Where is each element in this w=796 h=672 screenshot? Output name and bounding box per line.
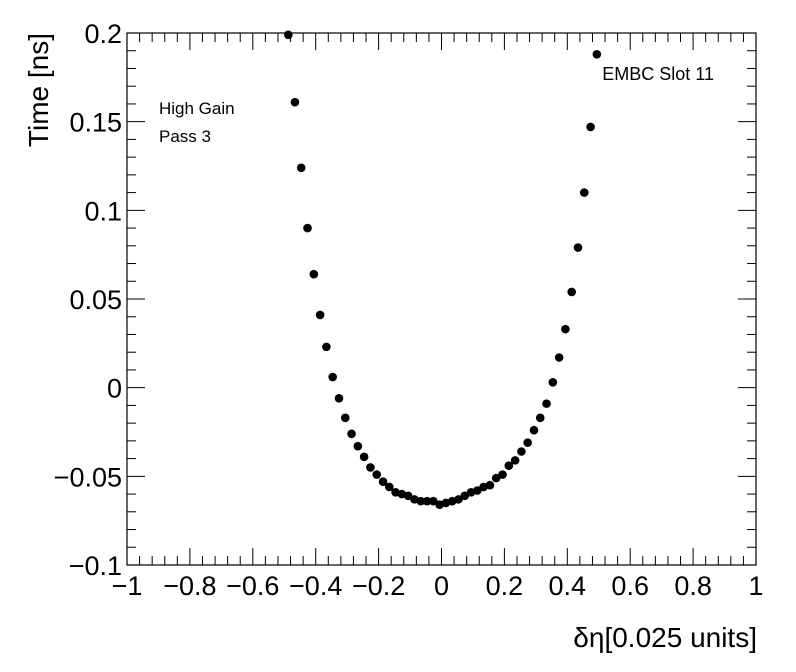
data-point	[296, 163, 306, 173]
y-tick-labels: −0.1 −0.05 0 0.05 0.1 0.15 0.2	[54, 19, 122, 581]
data-point	[561, 324, 570, 334]
data-point	[586, 122, 595, 132]
data-point	[504, 461, 514, 470]
data-point	[328, 372, 337, 382]
data-point	[378, 477, 388, 486]
data-point	[523, 438, 532, 447]
x-tick-label: −0.8	[163, 571, 216, 601]
x-tick-label: −0.2	[352, 571, 405, 601]
data-point	[384, 482, 394, 492]
x-axis-title: δη[0.025 units]	[573, 622, 757, 653]
data-point	[347, 429, 356, 439]
x-tick-label: 0.2	[486, 571, 524, 601]
data-point	[535, 413, 545, 423]
data-point	[403, 491, 413, 501]
y-axis-title: Time [ns]	[23, 33, 54, 147]
x-tick-labels: −1 −0.8 −0.6 −0.4 −0.2 0 0.2 0.4 0.6 0.8 1	[112, 571, 764, 601]
data-point	[303, 223, 312, 233]
x-tick-label: −0.6	[226, 571, 279, 601]
data-point	[372, 470, 382, 479]
data-point	[567, 287, 577, 297]
y-tick-label: 0.1	[84, 196, 122, 226]
data-point	[309, 269, 319, 279]
data-point	[592, 49, 602, 59]
y-tick-label: 0.05	[69, 285, 122, 315]
data-point	[422, 496, 432, 506]
plot-frame	[126, 32, 757, 566]
data-point	[554, 353, 564, 362]
y-tick-label: 0.2	[84, 19, 122, 49]
data-point	[510, 456, 520, 465]
annotation-pass: Pass 3	[159, 127, 211, 146]
data-point	[290, 97, 300, 107]
x-tick-label: 0	[434, 571, 449, 601]
x-tick-label: 0.8	[674, 571, 712, 601]
annotation-gain: High Gain	[159, 99, 235, 118]
data-point	[359, 452, 369, 462]
data-point	[353, 441, 363, 451]
x-tick-label: 0.6	[611, 571, 649, 601]
data-point	[460, 491, 470, 501]
data-point	[429, 496, 438, 506]
data-point	[454, 495, 463, 504]
data-point	[485, 480, 495, 490]
data-point	[542, 399, 551, 408]
data-point	[284, 30, 293, 40]
data-point	[579, 188, 589, 197]
data-point	[491, 473, 501, 483]
y-tick-label: 0	[107, 374, 122, 404]
data-point	[498, 470, 507, 479]
y-tick-label: −0.05	[54, 462, 122, 492]
x-tick-label: 0.4	[549, 571, 587, 601]
data-point	[473, 486, 482, 495]
x-tick-label: −1	[112, 571, 143, 601]
data-point	[529, 425, 539, 435]
data-points	[284, 30, 602, 510]
data-point	[573, 243, 583, 252]
data-point	[517, 447, 526, 456]
y-tick-label: 0.15	[69, 108, 122, 138]
y-tick-label: −0.1	[69, 551, 122, 581]
x-tick-label: −0.4	[289, 571, 342, 601]
data-point	[548, 378, 558, 387]
data-point	[322, 342, 331, 352]
annotation-slot: EMBC Slot 11	[602, 64, 714, 84]
data-point	[366, 463, 375, 472]
x-tick-label: 1	[748, 571, 763, 601]
data-point	[334, 394, 344, 403]
data-point	[340, 413, 350, 423]
data-point	[315, 310, 325, 320]
data-point	[416, 496, 426, 506]
